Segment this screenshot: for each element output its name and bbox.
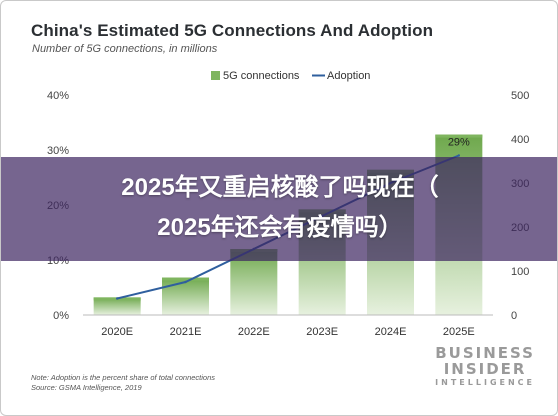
x-tick-label: 2021E (170, 326, 202, 338)
right-tick-label: 500 (511, 90, 529, 102)
right-tick-label: 400 (511, 134, 529, 146)
x-tick-label: 2024E (375, 326, 407, 338)
right-tick-label: 100 (511, 266, 529, 278)
legend-swatch-connections (211, 71, 220, 80)
chart-subtitle: Number of 5G connections, in millions (32, 43, 218, 55)
adoption-point-2021E (184, 280, 187, 284)
right-tick-label: 0 (511, 310, 517, 322)
x-tick-label: 2022E (238, 326, 270, 338)
bar-top-2021E (162, 277, 209, 281)
adoption-point-2020E (115, 297, 119, 300)
business-insider-logo: BUSINESS INSIDER INTELLIGENCE (435, 345, 535, 388)
legend-label-adoption: Adoption (327, 70, 370, 82)
chart-title: China's Estimated 5G Connections And Ado… (31, 21, 434, 40)
headline-line-1: 2025年又重启核酸了吗现在（ (121, 174, 439, 201)
left-tick-label: 30% (47, 145, 69, 157)
adoption-point-2025E (457, 154, 461, 157)
logo-line-1: BUSINESS (435, 344, 535, 362)
bar-2020E (93, 297, 141, 315)
headline-line-2: 2025年还会有疫情吗） (157, 214, 403, 241)
adoption-annotation: 29% (448, 137, 470, 149)
bar-top-2025E (435, 134, 483, 138)
bar-2021E (162, 277, 209, 315)
legend-label-connections: 5G connections (223, 70, 300, 82)
x-tick-label: 2020E (101, 326, 133, 338)
left-tick-label: 40% (47, 90, 69, 102)
headline-banner (1, 157, 557, 261)
x-axis-labels: 2020E 2021E 2022E 2023E 2024E 2025E (101, 326, 474, 338)
logo-line-3: INTELLIGENCE (435, 378, 535, 387)
x-tick-label: 2025E (443, 326, 475, 338)
logo-line-2: INSIDER (443, 360, 527, 378)
source-text: Source: GSMA Intelligence, 2019 (31, 383, 142, 392)
x-tick-label: 2023E (306, 326, 338, 338)
note-text: Note: Adoption is the percent share of t… (31, 373, 216, 382)
chart-notes: Note: Adoption is the percent share of t… (31, 373, 215, 393)
left-tick-label: 0% (53, 310, 69, 322)
